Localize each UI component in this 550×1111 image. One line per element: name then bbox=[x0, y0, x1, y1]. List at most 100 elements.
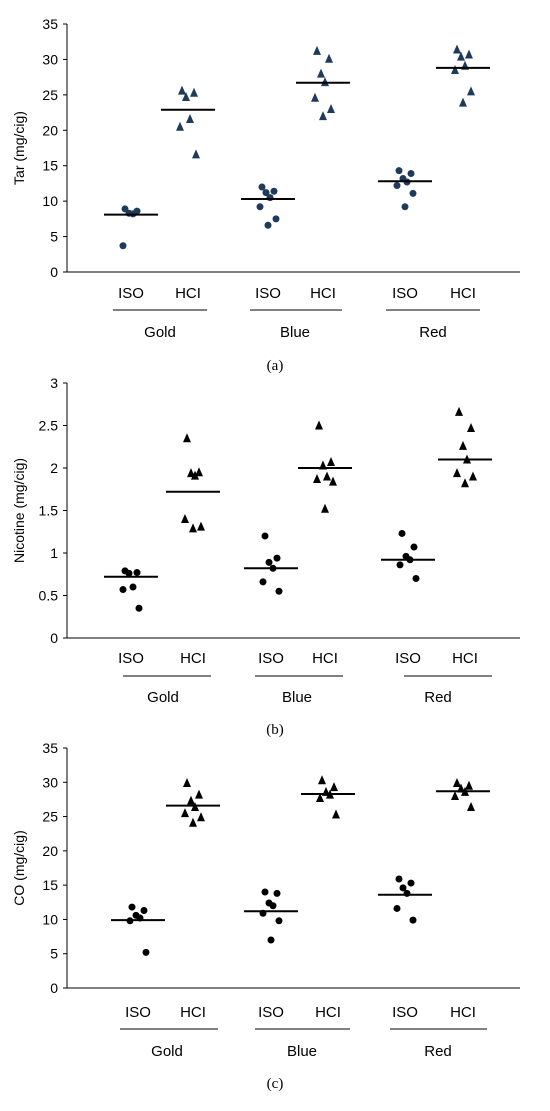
data-point-blue-iso bbox=[273, 554, 281, 562]
data-point-red-iso bbox=[399, 884, 407, 892]
data-point-gold-hci bbox=[187, 795, 195, 805]
x-subgroup-label: HCI bbox=[312, 650, 338, 667]
data-point-red-iso bbox=[393, 182, 401, 190]
data-point-gold-iso bbox=[129, 583, 137, 591]
data-point-gold-iso bbox=[140, 907, 148, 915]
data-point-blue-iso bbox=[258, 183, 266, 191]
data-point-blue-hci bbox=[313, 45, 321, 55]
data-point-red-hci bbox=[455, 406, 463, 416]
data-point-gold-hci bbox=[190, 87, 198, 97]
data-point-red-iso bbox=[398, 529, 406, 537]
data-point-red-hci bbox=[451, 791, 459, 800]
y-tick-label: 10 bbox=[42, 911, 58, 927]
x-group-label: Gold bbox=[147, 689, 179, 706]
data-point-red-hci bbox=[461, 478, 469, 488]
data-point-blue-hci bbox=[327, 104, 335, 114]
data-point-blue-iso bbox=[259, 578, 267, 586]
chart-panel-1: 0 5 10 15 20 25 30 35 Tar (mg/cig) ISO HCI ISO HCI IS… bbox=[11, 16, 520, 374]
data-point-red-iso bbox=[412, 575, 420, 582]
x-subgroup-label: ISO bbox=[255, 285, 281, 302]
data-point-blue-iso bbox=[272, 215, 280, 223]
y-tick-label: 30 bbox=[42, 51, 58, 67]
data-point-gold-hci bbox=[192, 149, 200, 159]
data-point-gold-hci bbox=[197, 521, 205, 531]
data-point-gold-hci bbox=[187, 468, 195, 478]
data-point-red-hci bbox=[465, 780, 473, 790]
y-tick-label: 30 bbox=[42, 774, 58, 790]
data-point-gold-hci bbox=[186, 113, 194, 123]
data-point-gold-iso bbox=[119, 586, 127, 594]
x-subgroup-label: HCI bbox=[310, 285, 336, 302]
x-subgroup-label: ISO bbox=[258, 650, 284, 667]
x-group-label: Red bbox=[424, 1043, 452, 1060]
data-point-blue-hci bbox=[319, 111, 327, 121]
data-point-blue-hci bbox=[329, 476, 337, 486]
data-point-gold-hci bbox=[189, 817, 197, 827]
y-tick-label: 25 bbox=[42, 87, 58, 103]
data-point-red-iso bbox=[393, 904, 401, 912]
x-group-label: Blue bbox=[282, 689, 312, 706]
data-point-red-iso bbox=[395, 167, 403, 175]
data-point-gold-hci bbox=[195, 467, 203, 477]
y-tick-label: 3 bbox=[50, 375, 58, 391]
data-point-gold-iso bbox=[125, 569, 133, 577]
x-group-label: Blue bbox=[280, 324, 310, 341]
y-tick-label: 35 bbox=[42, 16, 58, 32]
x-subgroup-label: ISO bbox=[258, 1004, 284, 1021]
data-point-blue-iso bbox=[275, 917, 283, 925]
data-point-blue-iso bbox=[265, 558, 273, 566]
data-point-red-hci bbox=[465, 49, 473, 59]
data-point-blue-hci bbox=[321, 77, 329, 87]
data-point-red-hci bbox=[467, 86, 475, 96]
data-point-blue-hci bbox=[311, 92, 319, 102]
data-point-gold-hci bbox=[181, 514, 189, 523]
data-point-red-iso bbox=[396, 561, 404, 569]
panel-label: (b) bbox=[266, 722, 284, 738]
y-tick-label: 2 bbox=[50, 460, 58, 476]
y-tick-label: 2.5 bbox=[39, 418, 59, 434]
y-tick-label: 15 bbox=[42, 158, 58, 174]
data-point-blue-iso bbox=[270, 187, 278, 195]
y-tick-label: 20 bbox=[42, 122, 58, 138]
data-point-gold-iso bbox=[128, 903, 136, 911]
data-point-blue-hci bbox=[327, 457, 335, 467]
data-point-gold-hci bbox=[183, 777, 191, 787]
data-point-blue-iso bbox=[262, 189, 270, 197]
data-point-blue-iso bbox=[273, 889, 281, 897]
data-point-gold-hci bbox=[195, 789, 203, 799]
x-group-label: Red bbox=[419, 324, 447, 341]
data-point-red-hci bbox=[467, 423, 475, 433]
data-point-red-iso bbox=[409, 916, 417, 924]
data-point-gold-hci bbox=[181, 808, 189, 818]
data-point-gold-hci bbox=[178, 85, 186, 95]
data-point-blue-iso bbox=[275, 587, 283, 595]
data-point-red-hci bbox=[467, 801, 475, 811]
data-point-red-iso bbox=[403, 889, 411, 897]
x-group-label: Gold bbox=[144, 324, 176, 341]
y-tick-label: 1 bbox=[50, 545, 58, 561]
chart-panel-3: 0 5 10 15 20 25 30 35 CO (mg/cig) ISO HCI ISO HCI ISO… bbox=[11, 740, 520, 1092]
y-tick-label: 1.5 bbox=[39, 503, 59, 519]
y-tick-label: 0 bbox=[50, 980, 58, 996]
data-point-red-iso bbox=[409, 189, 417, 197]
data-point-blue-hci bbox=[325, 53, 333, 63]
data-point-red-iso bbox=[410, 543, 418, 551]
y-tick-label: 0 bbox=[50, 630, 58, 646]
data-point-blue-iso bbox=[267, 936, 275, 944]
data-point-blue-iso bbox=[269, 902, 277, 910]
x-subgroup-label: HCI bbox=[175, 285, 201, 302]
x-subgroup-label: ISO bbox=[392, 285, 418, 302]
y-tick-label: 20 bbox=[42, 843, 58, 859]
data-point-blue-hci bbox=[323, 471, 331, 481]
data-point-blue-hci bbox=[313, 474, 321, 484]
x-group-label: Red bbox=[424, 689, 452, 706]
data-point-blue-hci bbox=[321, 503, 329, 513]
x-subgroup-label: HCI bbox=[450, 285, 476, 302]
panel-label: (c) bbox=[267, 1076, 284, 1092]
y-axis-label: Tar (mg/cig) bbox=[11, 111, 27, 185]
y-tick-label: 5 bbox=[50, 229, 58, 245]
data-point-gold-iso bbox=[142, 948, 150, 956]
data-point-red-iso bbox=[401, 203, 409, 211]
data-point-red-hci bbox=[459, 440, 467, 450]
